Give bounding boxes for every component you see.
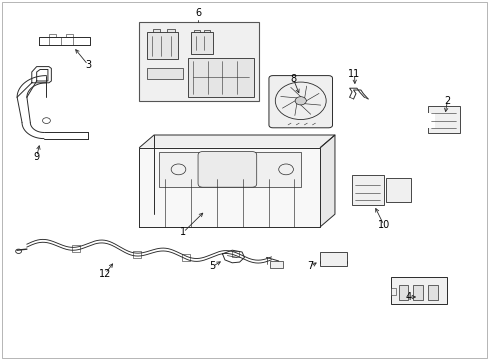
Text: 5: 5 bbox=[209, 261, 215, 271]
Bar bbox=[72, 246, 80, 252]
Bar bbox=[398, 285, 407, 300]
Bar bbox=[412, 285, 422, 300]
Bar bbox=[390, 288, 395, 295]
Text: 7: 7 bbox=[307, 261, 313, 271]
Polygon shape bbox=[139, 135, 334, 148]
Polygon shape bbox=[320, 135, 334, 227]
Bar bbox=[231, 251, 239, 257]
Bar bbox=[203, 30, 209, 32]
FancyBboxPatch shape bbox=[188, 58, 254, 97]
Bar bbox=[182, 255, 190, 261]
FancyBboxPatch shape bbox=[190, 32, 212, 54]
Text: 4: 4 bbox=[405, 292, 410, 302]
FancyBboxPatch shape bbox=[351, 175, 383, 205]
Bar bbox=[167, 29, 175, 32]
FancyBboxPatch shape bbox=[427, 106, 459, 133]
Text: 3: 3 bbox=[85, 60, 91, 70]
Text: 10: 10 bbox=[377, 220, 389, 230]
Bar bbox=[152, 29, 160, 32]
Bar bbox=[66, 34, 73, 37]
Text: 8: 8 bbox=[290, 74, 296, 84]
Bar bbox=[427, 113, 434, 128]
FancyBboxPatch shape bbox=[146, 32, 178, 59]
FancyBboxPatch shape bbox=[198, 152, 256, 187]
FancyBboxPatch shape bbox=[270, 261, 282, 268]
FancyBboxPatch shape bbox=[268, 76, 332, 128]
FancyBboxPatch shape bbox=[390, 277, 447, 304]
Text: 12: 12 bbox=[99, 269, 111, 279]
Text: 2: 2 bbox=[444, 96, 449, 106]
Bar bbox=[146, 68, 183, 79]
Bar bbox=[159, 152, 300, 187]
FancyBboxPatch shape bbox=[320, 252, 346, 266]
Text: 6: 6 bbox=[195, 8, 201, 18]
Bar bbox=[194, 30, 200, 32]
Bar bbox=[139, 22, 259, 101]
Bar bbox=[427, 285, 437, 300]
FancyBboxPatch shape bbox=[386, 178, 410, 202]
Text: 9: 9 bbox=[34, 152, 40, 162]
Polygon shape bbox=[139, 148, 320, 227]
Bar bbox=[133, 251, 141, 258]
Text: 1: 1 bbox=[180, 227, 186, 237]
Text: 11: 11 bbox=[347, 69, 360, 79]
Bar bbox=[49, 34, 56, 37]
Circle shape bbox=[295, 97, 305, 105]
